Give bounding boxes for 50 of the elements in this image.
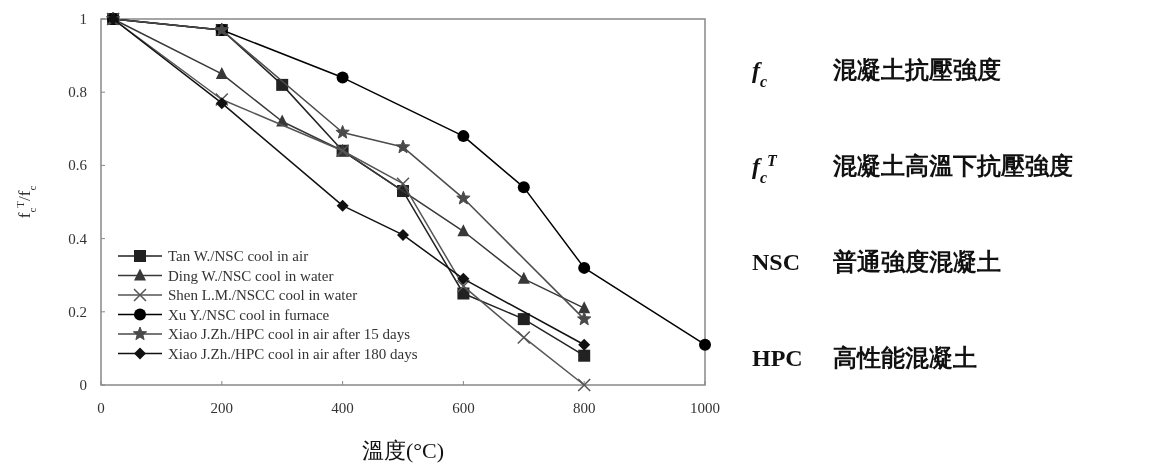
legend-label: Xiao J.Zh./HPC cool in air after 180 days xyxy=(168,345,418,362)
point xyxy=(517,313,530,326)
point xyxy=(215,66,228,79)
y-tick-label: 0.6 xyxy=(68,157,88,174)
legend-label: Xu Y./NSC cool in furnace xyxy=(168,306,330,323)
legend-label: Xiao J.Zh./HPC cool in air after 15 days xyxy=(168,326,411,342)
legend-label: Tan W./NSC cool in air xyxy=(168,248,309,264)
point xyxy=(578,261,591,274)
point xyxy=(457,224,470,237)
text: f$_{c}$ xyxy=(752,57,768,90)
point xyxy=(578,338,591,351)
point xyxy=(215,92,229,107)
text: NSC xyxy=(752,249,801,275)
point xyxy=(215,97,228,110)
text: 高性能混凝土 xyxy=(833,344,977,371)
text: 普通強度混凝土 xyxy=(832,248,1001,275)
text: 混凝土高溫下抗壓強度 xyxy=(832,152,1073,179)
x-tick-label: 1000 xyxy=(690,400,720,416)
y-tick-label: 1 xyxy=(79,11,87,27)
point xyxy=(577,378,591,392)
point xyxy=(396,176,410,191)
point xyxy=(457,130,470,143)
point xyxy=(335,124,350,139)
x-axis-title: 溫度(°C) xyxy=(361,438,445,463)
x-tick-label: 200 xyxy=(210,400,234,416)
legend-label: Ding W./NSC cool in water xyxy=(168,267,334,284)
x-tick-label: 400 xyxy=(331,400,354,416)
point xyxy=(517,271,530,284)
y-tick-label: 0.4 xyxy=(68,230,88,247)
point xyxy=(395,139,411,154)
point xyxy=(336,71,349,84)
point xyxy=(577,311,592,326)
point xyxy=(456,190,471,205)
x-tick-label: 0 xyxy=(97,400,105,416)
legend-label: Shen L.M./NSCC cool in water xyxy=(168,287,358,303)
y-tick-label: 0 xyxy=(79,377,87,393)
text: 混凝土抗壓強度 xyxy=(832,57,1001,83)
y-tick-label: 0.8 xyxy=(68,84,87,101)
text: HPC xyxy=(752,345,803,371)
point xyxy=(578,349,591,362)
point xyxy=(517,330,531,345)
point xyxy=(456,279,471,293)
point xyxy=(517,181,530,194)
point xyxy=(336,199,349,212)
x-tick-label: 600 xyxy=(452,400,475,416)
x-tick-label: 800 xyxy=(572,400,596,416)
point xyxy=(457,272,470,285)
point xyxy=(699,338,711,351)
y-tick-label: 0.2 xyxy=(68,303,87,320)
point xyxy=(397,228,409,241)
